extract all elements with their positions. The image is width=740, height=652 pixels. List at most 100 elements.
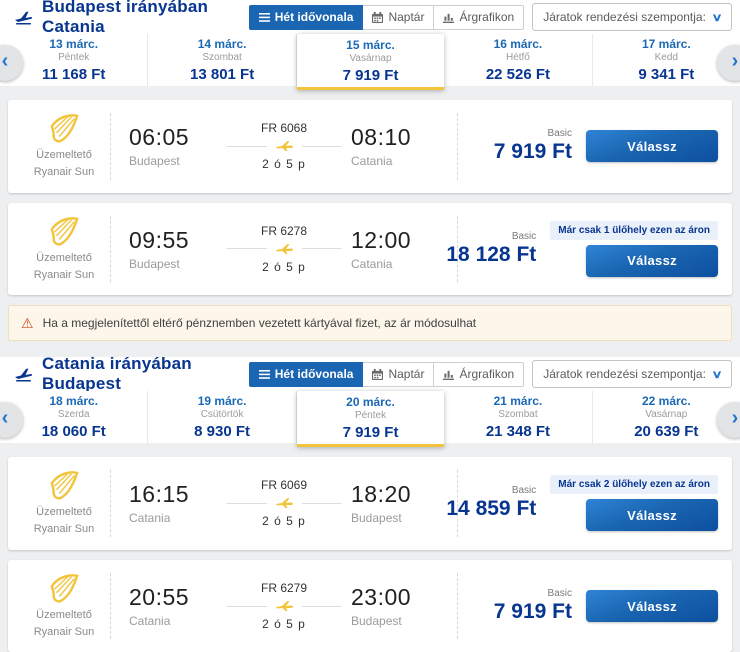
date-tab-selected[interactable]: 20 márc. Péntek 7 919 Ft xyxy=(296,391,445,448)
operator-label: Üzemeltető xyxy=(36,149,92,161)
select-flight-button[interactable]: Válassz xyxy=(586,244,718,277)
fare-type-label: Basic xyxy=(547,588,572,600)
select-flight-button[interactable]: Válassz xyxy=(586,130,718,163)
tab-price: 22 526 Ft xyxy=(485,66,551,83)
date-tab[interactable]: 13 márc. Péntek 11 168 Ft xyxy=(0,34,149,86)
arrival-block: 23:00 Budapest xyxy=(351,584,439,628)
flight-price: 18 128 Ft xyxy=(446,242,537,266)
route-line xyxy=(227,243,341,255)
date-tab-selected[interactable]: 15 márc. Vasárnap 7 919 Ft xyxy=(296,34,445,90)
prev-dates-button[interactable]: ‹ xyxy=(0,45,23,81)
view-calendar-button[interactable]: Naptár xyxy=(363,361,435,387)
tab-day: Péntek xyxy=(354,409,387,421)
ryanair-harp-icon xyxy=(49,216,79,248)
date-tab[interactable]: 21 márc. Szombat 21 348 Ft xyxy=(444,391,593,444)
sort-dropdown[interactable]: Járatok rendezési szempontja: ∨ xyxy=(532,360,732,389)
tab-price: 7 919 Ft xyxy=(342,66,399,84)
plane-icon xyxy=(275,600,294,612)
flight-duration: 2 ó 5 p xyxy=(262,514,306,529)
section-header: Budapest irányában Catania Hét idővonala… xyxy=(0,0,740,36)
view-week-timeline-button[interactable]: Hét idővonala xyxy=(248,4,364,30)
operator-block: Üzemeltető Ryanair Sun xyxy=(18,573,110,640)
arrival-block: 12:00 Catania xyxy=(351,227,439,271)
seats-left-badge: Már csak 1 ülőhely ezen az áron xyxy=(550,220,718,240)
view-button-label: Hét idővonala xyxy=(274,10,354,24)
date-tab[interactable]: 18 márc. Szerda 18 060 Ft xyxy=(0,391,149,444)
departure-time: 06:05 xyxy=(129,124,190,151)
divider xyxy=(110,470,111,537)
route-middle: FR 6068 2 ó 5 p xyxy=(217,121,351,171)
next-dates-button[interactable]: › xyxy=(717,402,740,439)
prev-dates-button[interactable]: ‹ xyxy=(0,402,23,439)
route-middle: FR 6278 2 ó 5 p xyxy=(217,224,351,274)
select-flight-button[interactable]: Válassz xyxy=(586,499,718,532)
plane-icon xyxy=(275,497,294,509)
arrival-block: 08:10 Catania xyxy=(351,124,439,168)
page-title: Budapest irányában Catania xyxy=(42,0,209,36)
flight-row: Üzemeltető Ryanair Sun 06:05 Budapest FR… xyxy=(8,100,732,193)
departure-city: Budapest xyxy=(129,256,180,271)
tab-day: Csütörtök xyxy=(200,409,244,421)
tab-price: 18 060 Ft xyxy=(41,423,106,441)
date-tab[interactable]: 17 márc. Kedd 9 341 Ft xyxy=(592,34,740,86)
select-flight-button[interactable]: Válassz xyxy=(586,590,718,623)
outbound-section: Budapest irányában Catania Hét idővonala… xyxy=(0,0,740,342)
departure-time: 09:55 xyxy=(129,226,190,253)
tab-day: Vasárnap xyxy=(349,52,392,64)
tab-date: 20 márc. xyxy=(346,394,395,409)
list-icon xyxy=(258,369,270,379)
flight-row: Üzemeltető Ryanair Sun 16:15 Catania FR … xyxy=(8,457,732,550)
tab-date: 22 márc. xyxy=(641,394,691,409)
tab-date: 13 márc. xyxy=(49,37,99,51)
arrival-city: Budapest xyxy=(351,511,402,526)
arrival-city: Catania xyxy=(351,154,393,169)
flight-number: FR 6068 xyxy=(260,121,308,136)
sort-label: Járatok rendezési szempontja: xyxy=(543,367,706,382)
tab-date: 14 márc. xyxy=(197,37,247,51)
sort-label: Járatok rendezési szempontja: xyxy=(543,10,706,24)
date-tab[interactable]: 14 márc. Szombat 13 801 Ft xyxy=(148,34,297,86)
next-dates-button[interactable]: › xyxy=(717,45,740,81)
operator-name: Ryanair Sun xyxy=(33,523,95,536)
departure-time: 20:55 xyxy=(129,584,190,611)
date-tab[interactable]: 19 márc. Csütörtök 8 930 Ft xyxy=(148,391,297,444)
ryanair-harp-icon xyxy=(49,573,79,605)
arrival-city: Budapest xyxy=(351,614,402,629)
departure-time: 16:15 xyxy=(129,481,190,508)
operator-label: Üzemeltető xyxy=(36,506,92,519)
view-toggle-group: Hét idővonala Naptár Árgrafikon xyxy=(248,361,525,387)
tab-date: 18 márc. xyxy=(49,394,99,409)
divider xyxy=(457,470,458,537)
view-toggle-group: Hét idővonala Naptár Árgrafikon xyxy=(248,4,525,30)
price-area: Basic 18 128 Ft Már csak 1 ülőhely ezen … xyxy=(446,220,722,277)
arrival-time: 18:20 xyxy=(351,481,412,508)
view-calendar-button[interactable]: Naptár xyxy=(363,4,435,30)
route-block: 06:05 Budapest FR 6068 2 ó 5 p 08:10 Cat… xyxy=(111,121,457,171)
divider xyxy=(110,215,111,283)
route-line xyxy=(227,600,341,612)
tab-price: 21 348 Ft xyxy=(485,423,551,441)
tab-day: Szombat xyxy=(202,52,242,63)
view-price-graph-button[interactable]: Árgrafikon xyxy=(434,4,525,30)
date-tab[interactable]: 16 márc. Hétfő 22 526 Ft xyxy=(444,34,593,86)
view-price-graph-button[interactable]: Árgrafikon xyxy=(434,361,525,387)
fare-type-label: Basic xyxy=(511,485,537,497)
tab-day: Vasárnap xyxy=(645,409,688,421)
tab-day: Szombat xyxy=(498,409,538,421)
view-week-timeline-button[interactable]: Hét idővonala xyxy=(248,361,364,387)
flight-row: Üzemeltető Ryanair Sun 20:55 Catania FR … xyxy=(8,559,732,652)
bar-chart-icon xyxy=(443,369,455,380)
route-middle: FR 6279 2 ó 5 p xyxy=(217,581,351,631)
tab-price: 11 168 Ft xyxy=(42,66,106,83)
view-button-label: Árgrafikon xyxy=(459,10,515,24)
tab-date: 21 márc. xyxy=(493,394,543,409)
sort-dropdown[interactable]: Járatok rendezési szempontja: ∨ xyxy=(532,3,732,31)
departure-block: 20:55 Catania xyxy=(129,584,217,628)
chevron-down-icon: ∨ xyxy=(711,368,723,381)
tab-date: 17 márc. xyxy=(641,37,691,51)
arrival-time: 12:00 xyxy=(351,226,412,253)
arrival-time: 08:10 xyxy=(351,124,412,151)
date-tab[interactable]: 22 márc. Vasárnap 20 639 Ft xyxy=(592,391,740,444)
flight-number: FR 6278 xyxy=(260,223,308,238)
tab-price: 13 801 Ft xyxy=(190,66,255,83)
